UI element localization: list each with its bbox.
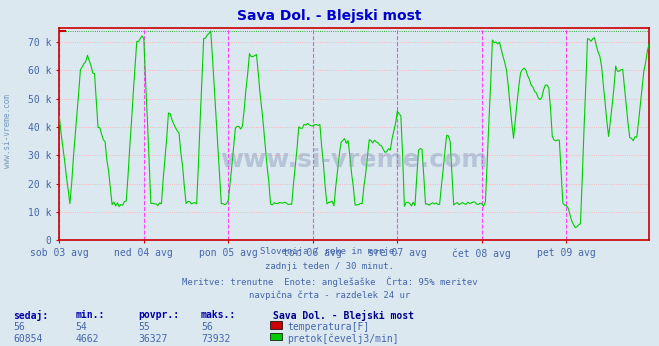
Text: 56: 56	[13, 322, 25, 333]
Text: maks.:: maks.:	[201, 310, 236, 320]
Text: www.si-vreme.com: www.si-vreme.com	[3, 94, 13, 169]
Text: Slovenija / reke in morje.: Slovenija / reke in morje.	[260, 247, 399, 256]
Text: pretok[čevelj3/min]: pretok[čevelj3/min]	[287, 334, 399, 344]
Text: 36327: 36327	[138, 334, 168, 344]
Text: navpična črta - razdelek 24 ur: navpična črta - razdelek 24 ur	[249, 291, 410, 300]
Text: www.si-vreme.com: www.si-vreme.com	[221, 148, 488, 172]
Text: povpr.:: povpr.:	[138, 310, 179, 320]
Text: 73932: 73932	[201, 334, 231, 344]
Text: Sava Dol. - Blejski most: Sava Dol. - Blejski most	[273, 310, 415, 321]
Text: 56: 56	[201, 322, 213, 333]
Text: Sava Dol. - Blejski most: Sava Dol. - Blejski most	[237, 9, 422, 22]
Text: zadnji teden / 30 minut.: zadnji teden / 30 minut.	[265, 262, 394, 271]
Text: 54: 54	[76, 322, 88, 333]
Text: temperatura[F]: temperatura[F]	[287, 322, 370, 333]
Text: 4662: 4662	[76, 334, 100, 344]
Text: sedaj:: sedaj:	[13, 310, 48, 321]
Text: Meritve: trenutne  Enote: anglešaške  Črta: 95% meritev: Meritve: trenutne Enote: anglešaške Črta…	[182, 276, 477, 287]
Text: 55: 55	[138, 322, 150, 333]
Text: 60854: 60854	[13, 334, 43, 344]
Text: min.:: min.:	[76, 310, 105, 320]
